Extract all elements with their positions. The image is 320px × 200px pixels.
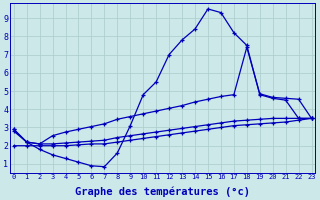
X-axis label: Graphe des températures (°c): Graphe des températures (°c) xyxy=(75,186,250,197)
